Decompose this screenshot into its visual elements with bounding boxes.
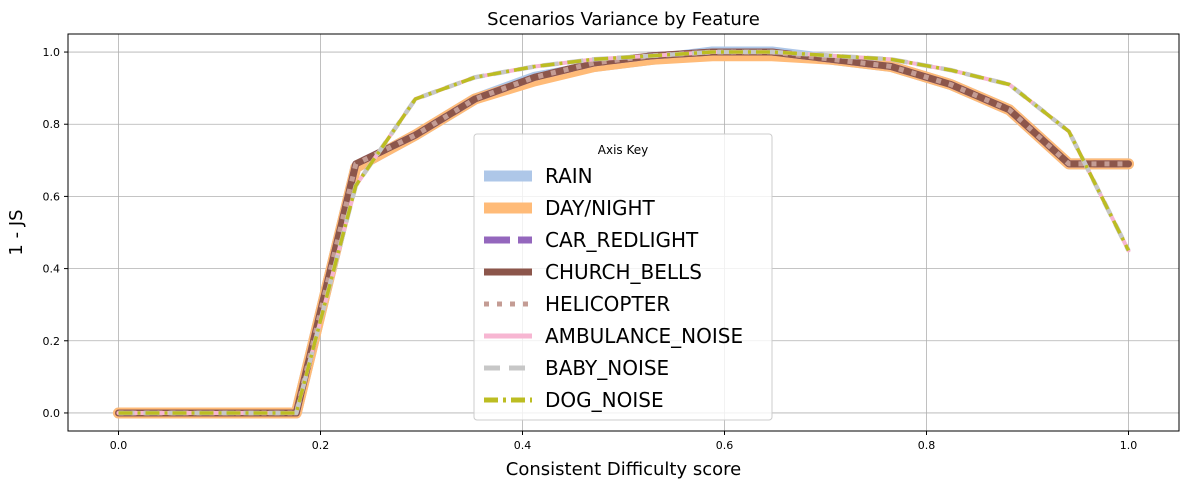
legend-item: BABY_NOISE — [484, 356, 669, 380]
x-tick-label: 0.6 — [716, 439, 734, 452]
legend-item: AMBULANCE_NOISE — [484, 324, 743, 348]
legend: Axis Key RAIN DAY/NIGHT CAR_REDLIGHT CHURCH… — [473, 133, 773, 421]
axis-ticks: 0.0 0.2 0.4 0.6 0.8 1.0 0.0 0.2 0.4 0.6 0.8 1.0 — [43, 46, 1138, 452]
legend-item: DAY/NIGHT — [484, 196, 656, 220]
legend-item: CAR_REDLIGHT — [484, 228, 699, 252]
legend-label: CHURCH_BELLS — [545, 260, 702, 284]
legend-box — [473, 133, 773, 421]
x-tick-label: 0.0 — [110, 439, 128, 452]
y-tick-label: 1.0 — [43, 46, 61, 59]
x-tick-label: 0.2 — [312, 439, 330, 452]
legend-title: Axis Key — [598, 143, 648, 157]
legend-label: DOG_NOISE — [545, 388, 664, 412]
x-tick-label: 0.4 — [514, 439, 532, 452]
legend-label: RAIN — [545, 164, 593, 188]
legend-label: CAR_REDLIGHT — [545, 228, 699, 252]
x-tick-label: 1.0 — [1120, 439, 1138, 452]
x-tick-label: 0.8 — [918, 439, 936, 452]
legend-label: AMBULANCE_NOISE — [545, 324, 743, 348]
y-tick-label: 0.2 — [43, 335, 61, 348]
legend-item: DOG_NOISE — [484, 388, 664, 412]
legend-label: HELICOPTER — [545, 292, 670, 316]
plot-border — [67, 33, 1180, 432]
series-lines — [113, 46, 1134, 419]
chart-title: Scenarios Variance by Feature — [487, 9, 760, 30]
y-tick-label: 0.4 — [43, 263, 61, 276]
x-axis-title: Consistent Difficulty score — [506, 459, 741, 480]
legend-item: HELICOPTER — [484, 292, 670, 316]
legend-items: RAIN DAY/NIGHT CAR_REDLIGHT CHURCH_BELLS HEL… — [484, 164, 743, 412]
y-axis-title: 1 - JS — [6, 209, 27, 255]
legend-item: RAIN — [484, 164, 593, 188]
y-tick-label: 0.8 — [43, 118, 61, 131]
legend-label: DAY/NIGHT — [545, 196, 656, 220]
series-line-dog-noise — [118, 50, 1131, 415]
y-tick-label: 0.0 — [43, 407, 61, 420]
legend-item: CHURCH_BELLS — [484, 260, 702, 284]
legend-label: BABY_NOISE — [545, 356, 669, 380]
y-tick-label: 0.6 — [43, 190, 61, 203]
